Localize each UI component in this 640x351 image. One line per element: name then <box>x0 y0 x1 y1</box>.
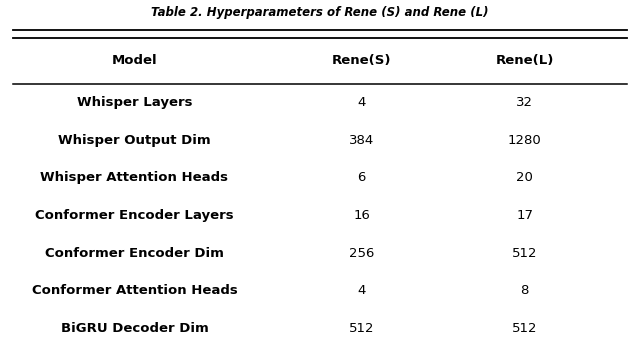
Text: BiGRU Decoder Dim: BiGRU Decoder Dim <box>61 322 208 335</box>
Text: 32: 32 <box>516 96 533 109</box>
Text: Conformer Encoder Dim: Conformer Encoder Dim <box>45 247 224 260</box>
Text: 512: 512 <box>512 247 538 260</box>
Text: 512: 512 <box>349 322 374 335</box>
Text: Whisper Attention Heads: Whisper Attention Heads <box>40 171 228 184</box>
Text: 256: 256 <box>349 247 374 260</box>
Text: 8: 8 <box>520 284 529 297</box>
Text: Rene(L): Rene(L) <box>495 54 554 67</box>
Text: 512: 512 <box>512 322 538 335</box>
Text: 17: 17 <box>516 209 533 222</box>
Text: 1280: 1280 <box>508 134 541 147</box>
Text: Model: Model <box>111 54 157 67</box>
Text: Conformer Attention Heads: Conformer Attention Heads <box>31 284 237 297</box>
Text: 16: 16 <box>353 209 370 222</box>
Text: Whisper Output Dim: Whisper Output Dim <box>58 134 211 147</box>
Text: Table 2. Hyperparameters of Rene (S) and Rene (L): Table 2. Hyperparameters of Rene (S) and… <box>151 6 489 19</box>
Text: 4: 4 <box>357 96 366 109</box>
Text: 6: 6 <box>357 171 366 184</box>
Text: 20: 20 <box>516 171 533 184</box>
Text: Conformer Encoder Layers: Conformer Encoder Layers <box>35 209 234 222</box>
Text: Whisper Layers: Whisper Layers <box>77 96 192 109</box>
Text: 4: 4 <box>357 284 366 297</box>
Text: 384: 384 <box>349 134 374 147</box>
Text: Rene(S): Rene(S) <box>332 54 391 67</box>
